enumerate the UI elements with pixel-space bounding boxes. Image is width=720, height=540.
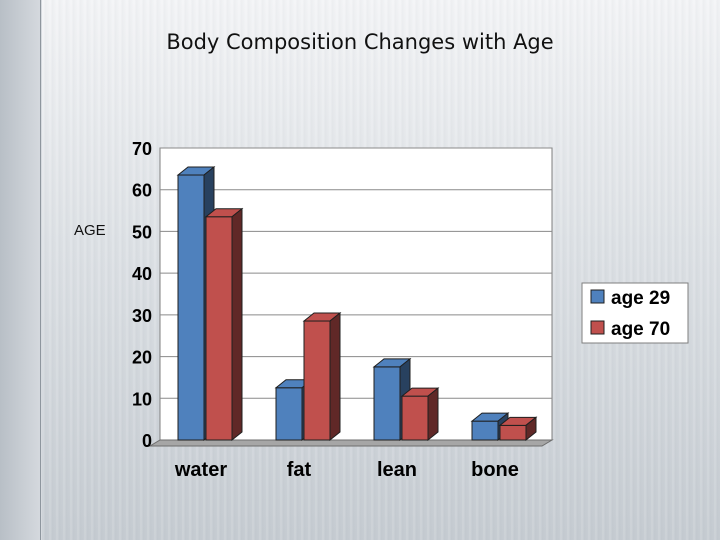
bar-front [303, 320, 331, 441]
bar-front [401, 395, 429, 441]
legend-swatch [590, 320, 605, 335]
y-tick-label: 0 [142, 431, 152, 451]
left-accent-rule [40, 0, 41, 540]
y-axis-side-label: AGE [74, 222, 106, 239]
chart-floor [148, 439, 554, 447]
y-tick-label: 40 [132, 264, 152, 284]
bar-front [275, 387, 303, 441]
bar-bone-age-70 [498, 416, 538, 442]
y-tick-label: 60 [132, 181, 152, 201]
bar-front [205, 216, 233, 441]
bar-side [525, 416, 537, 442]
bar-side [231, 207, 243, 442]
left-accent-bar [0, 0, 42, 540]
legend: age 29 age 70 [581, 282, 689, 344]
bar-front [471, 420, 499, 441]
bars [176, 165, 538, 442]
bar-side [329, 311, 341, 442]
x-category-labels: water fat lean bone [174, 459, 519, 481]
bar-front [499, 424, 527, 441]
slide-title: Body Composition Changes with Age [0, 30, 720, 54]
legend-label: age 70 [611, 319, 670, 340]
bar-side [427, 387, 439, 442]
y-tick-label: 30 [132, 306, 152, 326]
x-category-label: bone [471, 459, 519, 481]
chart-floor-face [148, 439, 554, 447]
bar-lean-age-70 [400, 387, 440, 442]
x-category-label: water [174, 459, 227, 481]
legend-swatch [590, 289, 605, 304]
bar-front [177, 174, 205, 441]
legend-label: age 29 [611, 288, 670, 309]
x-category-label: lean [377, 459, 417, 481]
y-tick-label: 50 [132, 222, 152, 242]
y-tick-label: 20 [132, 348, 152, 368]
bar-front [373, 366, 401, 441]
x-category-label: fat [287, 459, 312, 481]
y-tick-label: 70 [132, 139, 152, 159]
slide-title-text: Body Composition Changes with Age [166, 30, 554, 54]
bar-water-age-70 [204, 207, 244, 442]
y-tick-label: 10 [132, 389, 152, 409]
y-tick-labels: 0 10 20 30 40 50 60 70 [132, 139, 152, 451]
bar-fat-age-70 [302, 311, 342, 442]
